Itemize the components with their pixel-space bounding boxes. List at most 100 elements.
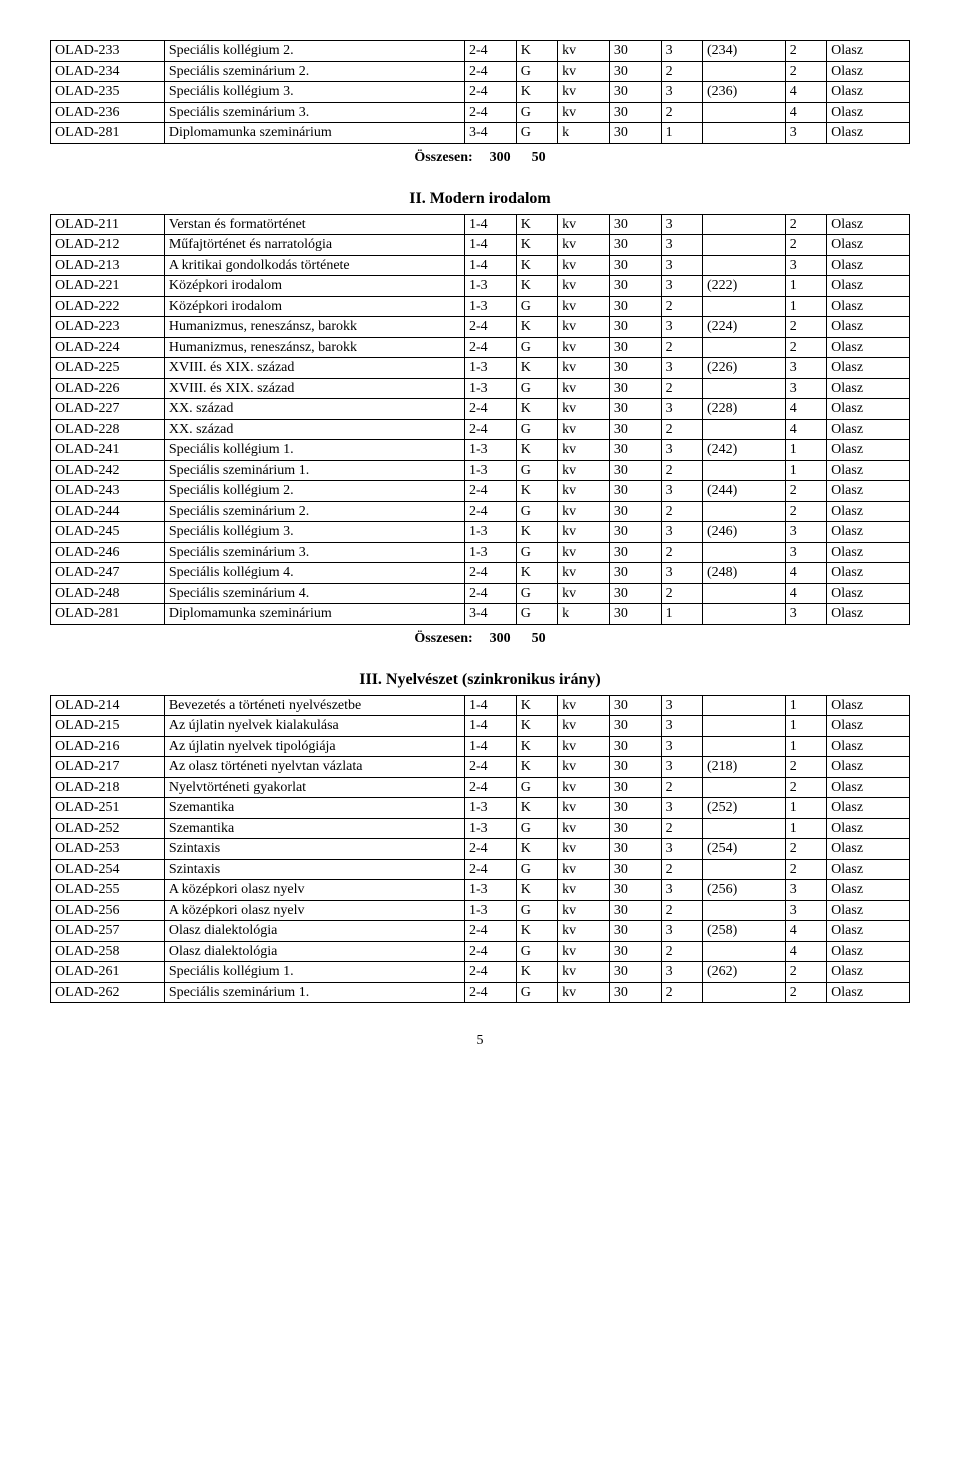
- table-cell: kv: [558, 214, 610, 235]
- table-row: OLAD-222Középkori irodalom1-3Gkv3021Olas…: [51, 296, 910, 317]
- table-cell: 2: [661, 982, 702, 1003]
- table-cell: K: [516, 255, 557, 276]
- table-cell: [702, 214, 785, 235]
- table-cell: Olasz: [827, 82, 910, 103]
- table-row: OLAD-215Az újlatin nyelvek kialakulása1-…: [51, 716, 910, 737]
- table-cell: kv: [558, 419, 610, 440]
- table-cell: 3: [785, 880, 826, 901]
- table-cell: 2: [661, 900, 702, 921]
- table-cell: Olasz: [827, 337, 910, 358]
- table-cell: kv: [558, 481, 610, 502]
- table-cell: 3: [661, 880, 702, 901]
- table-cell: XX. század: [164, 419, 464, 440]
- table-cell: 30: [609, 522, 661, 543]
- table-cell: 30: [609, 276, 661, 297]
- table-cell: 1: [785, 736, 826, 757]
- table-row: OLAD-248Speciális szeminárium 4.2-4Gkv30…: [51, 583, 910, 604]
- table-cell: 2-4: [464, 757, 516, 778]
- table-cell: Diplomamunka szeminárium: [164, 123, 464, 144]
- table-cell: kv: [558, 542, 610, 563]
- table-cell: 2: [785, 41, 826, 62]
- table-cell: 2: [785, 777, 826, 798]
- table-cell: XVIII. és XIX. század: [164, 378, 464, 399]
- table-cell: G: [516, 337, 557, 358]
- table-cell: G: [516, 900, 557, 921]
- table-cell: Speciális szeminárium 4.: [164, 583, 464, 604]
- table-cell: Középkori irodalom: [164, 296, 464, 317]
- table-cell: 30: [609, 82, 661, 103]
- table-cell: 1: [661, 123, 702, 144]
- table-cell: OLAD-226: [51, 378, 165, 399]
- table-row: OLAD-233Speciális kollégium 2.2-4Kkv303(…: [51, 41, 910, 62]
- table-cell: [702, 419, 785, 440]
- table-cell: 30: [609, 900, 661, 921]
- table-cell: Bevezetés a történeti nyelvészetbe: [164, 695, 464, 716]
- table-row: OLAD-255A középkori olasz nyelv1-3Kkv303…: [51, 880, 910, 901]
- table-cell: G: [516, 296, 557, 317]
- table-cell: 1-3: [464, 276, 516, 297]
- table-cell: Speciális kollégium 4.: [164, 563, 464, 584]
- section-title-2: II. Modern irodalom: [50, 190, 910, 208]
- table-cell: 30: [609, 839, 661, 860]
- table-cell: kv: [558, 777, 610, 798]
- table-cell: 30: [609, 440, 661, 461]
- table-cell: Speciális szeminárium 1.: [164, 982, 464, 1003]
- table-cell: kv: [558, 818, 610, 839]
- table-cell: (234): [702, 41, 785, 62]
- table-cell: K: [516, 317, 557, 338]
- table-cell: K: [516, 921, 557, 942]
- table-cell: 3: [785, 358, 826, 379]
- table-cell: 1-4: [464, 235, 516, 256]
- table-row: OLAD-281Diplomamunka szeminárium3-4Gk301…: [51, 123, 910, 144]
- table-row: OLAD-216Az újlatin nyelvek tipológiája1-…: [51, 736, 910, 757]
- table-cell: G: [516, 941, 557, 962]
- table-cell: kv: [558, 736, 610, 757]
- table-cell: kv: [558, 276, 610, 297]
- table-cell: 3: [661, 317, 702, 338]
- table-cell: 2: [785, 235, 826, 256]
- table-cell: 2-4: [464, 583, 516, 604]
- table-cell: 1-4: [464, 255, 516, 276]
- table-cell: 30: [609, 61, 661, 82]
- table-cell: Olasz: [827, 317, 910, 338]
- table-cell: OLAD-256: [51, 900, 165, 921]
- table-cell: OLAD-262: [51, 982, 165, 1003]
- table-row: OLAD-257Olasz dialektológia2-4Kkv303(258…: [51, 921, 910, 942]
- table-cell: OLAD-242: [51, 460, 165, 481]
- table-cell: [702, 982, 785, 1003]
- table-cell: [702, 255, 785, 276]
- table-cell: (222): [702, 276, 785, 297]
- table-cell: [702, 61, 785, 82]
- table-cell: OLAD-212: [51, 235, 165, 256]
- table-cell: OLAD-213: [51, 255, 165, 276]
- table-cell: Olasz: [827, 921, 910, 942]
- table-cell: 30: [609, 296, 661, 317]
- table-cell: Az újlatin nyelvek kialakulása: [164, 716, 464, 737]
- table-cell: OLAD-228: [51, 419, 165, 440]
- table-cell: [702, 716, 785, 737]
- table-cell: OLAD-221: [51, 276, 165, 297]
- table-cell: 1-3: [464, 460, 516, 481]
- table-cell: 2: [661, 777, 702, 798]
- table-cell: G: [516, 123, 557, 144]
- table-cell: OLAD-211: [51, 214, 165, 235]
- table-cell: Olasz: [827, 695, 910, 716]
- table-cell: K: [516, 276, 557, 297]
- table-cell: 30: [609, 378, 661, 399]
- table-cell: Szintaxis: [164, 859, 464, 880]
- table-row: OLAD-211Verstan és formatörténet1-4Kkv30…: [51, 214, 910, 235]
- table-cell: Nyelvtörténeti gyakorlat: [164, 777, 464, 798]
- table-cell: Olasz: [827, 798, 910, 819]
- table-cell: G: [516, 419, 557, 440]
- table-cell: Olasz: [827, 41, 910, 62]
- table-cell: [702, 123, 785, 144]
- table-cell: 4: [785, 399, 826, 420]
- table-cell: [702, 941, 785, 962]
- table-row: OLAD-241Speciális kollégium 1.1-3Kkv303(…: [51, 440, 910, 461]
- table-cell: 30: [609, 921, 661, 942]
- table-cell: K: [516, 358, 557, 379]
- table-cell: [702, 378, 785, 399]
- table-cell: OLAD-257: [51, 921, 165, 942]
- table-cell: Olasz: [827, 501, 910, 522]
- table-cell: 30: [609, 757, 661, 778]
